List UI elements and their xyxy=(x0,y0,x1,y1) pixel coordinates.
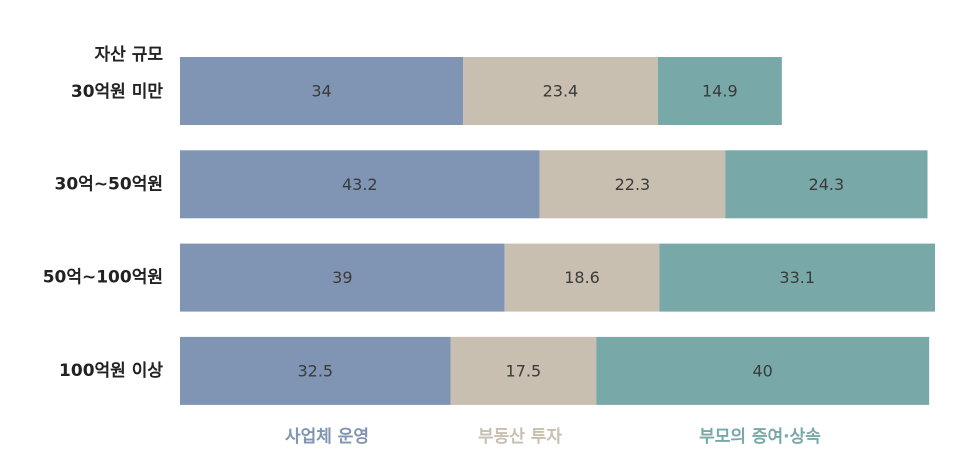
value-label: 34 xyxy=(311,82,331,101)
value-label: 32.5 xyxy=(297,361,333,380)
bar-segment xyxy=(463,57,658,125)
value-label: 43.2 xyxy=(342,175,378,194)
bar-segment xyxy=(725,150,928,219)
bar-segment xyxy=(659,243,935,312)
value-label: 17.5 xyxy=(506,361,542,380)
bar-segment xyxy=(657,57,782,125)
bar-segment xyxy=(450,336,597,405)
bar-segment xyxy=(539,150,726,219)
value-label: 40 xyxy=(753,361,773,380)
bar-segment xyxy=(504,243,660,312)
legend-label: 사업체 운영 xyxy=(285,427,369,447)
value-label: 24.3 xyxy=(809,175,845,194)
value-label: 39 xyxy=(332,268,352,287)
value-label: 18.6 xyxy=(564,268,600,287)
y-tick-label: 30억~50억원 xyxy=(55,174,163,194)
bar-segment xyxy=(596,336,930,405)
value-label: 33.1 xyxy=(779,268,815,287)
bar-segment xyxy=(180,57,464,125)
legend-label: 부모의 증여·상속 xyxy=(699,427,821,447)
bar-segment xyxy=(180,150,540,219)
value-label: 23.4 xyxy=(543,82,579,101)
y-axis-title: 자산 규모 xyxy=(95,45,164,65)
bar-segment xyxy=(180,336,451,405)
legend-label: 부동산 투자 xyxy=(478,427,562,447)
value-label: 22.3 xyxy=(615,175,651,194)
y-tick-label: 100억원 이상 xyxy=(59,361,163,381)
bar-segment xyxy=(180,243,505,312)
value-label: 14.9 xyxy=(702,82,738,101)
y-tick-label: 30억원 미만 xyxy=(71,82,163,102)
y-tick-label: 50억~100억원 xyxy=(43,268,163,288)
